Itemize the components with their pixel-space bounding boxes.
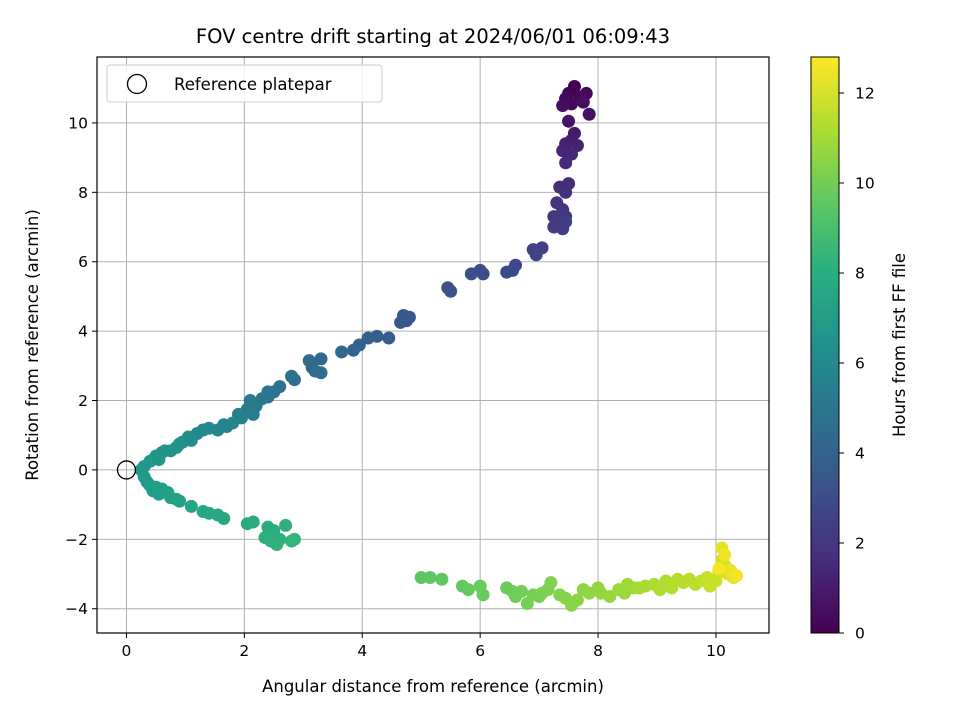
colorbar-ticks: 0 2 4 6 8 10 12 bbox=[839, 85, 875, 643]
data-point bbox=[603, 590, 617, 604]
data-point bbox=[285, 369, 299, 383]
colorbar-tick-label: 12 bbox=[855, 85, 875, 103]
data-point bbox=[184, 499, 198, 513]
colorbar-label: Hours from first FF file bbox=[890, 253, 909, 437]
colorbar bbox=[810, 56, 840, 634]
data-point bbox=[246, 515, 260, 529]
y-axis-label: Rotation from reference (arcmin) bbox=[23, 209, 42, 481]
data-point bbox=[435, 572, 449, 586]
data-point bbox=[394, 315, 408, 329]
colorbar-tick-label: 8 bbox=[855, 265, 865, 283]
data-point bbox=[246, 407, 260, 421]
data-point bbox=[173, 494, 187, 508]
x-axis-label: Angular distance from reference (arcmin) bbox=[262, 677, 604, 696]
data-point bbox=[529, 248, 543, 262]
data-point bbox=[335, 345, 349, 359]
y-tick-label: 2 bbox=[78, 392, 88, 410]
data-point bbox=[464, 267, 478, 281]
data-point bbox=[514, 584, 528, 598]
data-point bbox=[559, 185, 573, 199]
data-points bbox=[134, 79, 744, 612]
data-point bbox=[444, 284, 458, 298]
data-point bbox=[476, 267, 490, 281]
data-point bbox=[730, 569, 744, 583]
y-axis-ticks: −4 −2 0 2 4 6 8 10 bbox=[65, 114, 97, 618]
y-tick-label: 0 bbox=[78, 461, 88, 479]
x-axis-ticks: 0 2 4 6 8 10 bbox=[122, 633, 726, 660]
data-point bbox=[382, 331, 396, 345]
data-point bbox=[270, 538, 284, 552]
colorbar-tick-label: 4 bbox=[855, 445, 865, 463]
data-point bbox=[718, 548, 732, 562]
colorbar-tick-label: 6 bbox=[855, 355, 865, 373]
legend: Reference platepar bbox=[106, 64, 383, 103]
colorbar-tick-label: 10 bbox=[855, 175, 875, 193]
grid-lines bbox=[97, 57, 769, 633]
data-point bbox=[556, 99, 570, 113]
x-tick-label: 10 bbox=[706, 642, 726, 660]
y-tick-label: −2 bbox=[65, 531, 88, 549]
colorbar-tick-label: 0 bbox=[855, 625, 865, 643]
y-tick-label: 6 bbox=[78, 253, 88, 271]
legend-marker-icon bbox=[126, 73, 148, 95]
legend-box bbox=[106, 64, 383, 103]
y-tick-label: 4 bbox=[78, 323, 88, 341]
data-point bbox=[302, 354, 316, 368]
data-point bbox=[582, 107, 596, 121]
y-tick-label: 8 bbox=[78, 184, 88, 202]
y-tick-label: −4 bbox=[65, 600, 88, 618]
colorbar-tick-label: 2 bbox=[855, 535, 865, 553]
data-point bbox=[712, 562, 726, 576]
x-tick-label: 2 bbox=[239, 642, 249, 660]
data-point bbox=[314, 352, 328, 366]
data-point bbox=[500, 265, 514, 279]
data-point bbox=[476, 588, 490, 602]
data-point bbox=[576, 95, 590, 109]
data-point bbox=[570, 593, 584, 607]
plot-frame bbox=[96, 56, 770, 634]
reference-marker bbox=[116, 460, 137, 480]
data-point bbox=[346, 343, 360, 357]
data-point bbox=[559, 215, 573, 229]
data-point bbox=[559, 156, 573, 170]
data-point bbox=[423, 570, 437, 584]
x-tick-label: 4 bbox=[357, 642, 367, 660]
x-tick-label: 6 bbox=[475, 642, 485, 660]
data-point bbox=[285, 534, 299, 548]
y-tick-label: 10 bbox=[68, 114, 88, 132]
data-point bbox=[279, 518, 293, 532]
chart-title: FOV centre drift starting at 2024/06/01 … bbox=[196, 25, 670, 48]
data-point bbox=[461, 583, 475, 597]
x-tick-label: 0 bbox=[122, 642, 132, 660]
data-point bbox=[544, 576, 558, 590]
data-point bbox=[314, 366, 328, 380]
data-point bbox=[361, 331, 375, 345]
x-tick-label: 8 bbox=[593, 642, 603, 660]
data-point bbox=[562, 114, 576, 128]
legend-entry-reference: Reference platepar bbox=[174, 75, 332, 94]
data-point bbox=[217, 511, 231, 525]
